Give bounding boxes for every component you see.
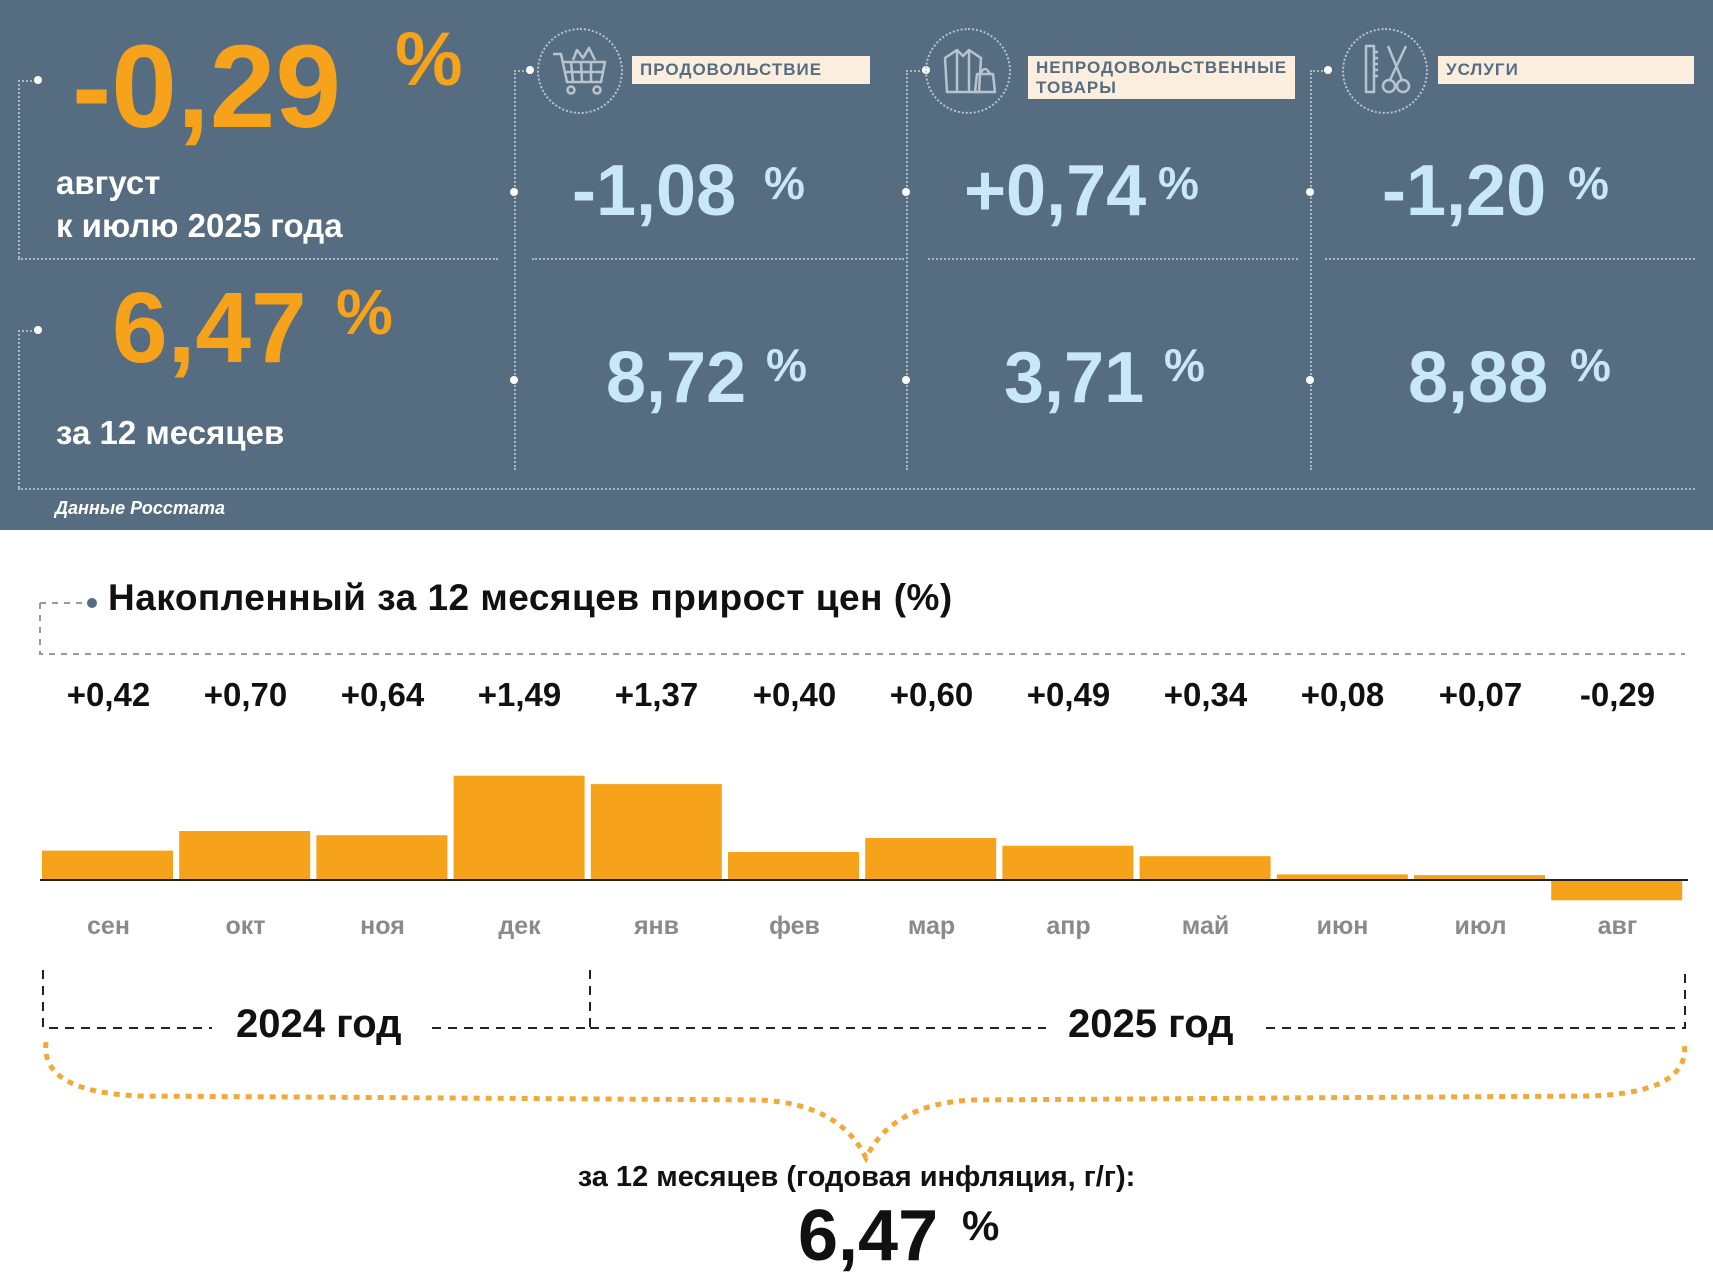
- value-label-окт: +0,70: [203, 676, 288, 713]
- connector-dot: [902, 376, 910, 384]
- scissors-comb-icon: [1342, 28, 1428, 114]
- annual-inflation-total-unit: %: [962, 1202, 1000, 1249]
- monthly-caption-line2: к июлю 2025 года: [56, 207, 343, 244]
- month-label-ноя: ноя: [360, 912, 405, 940]
- annual-inflation-value: 6,47: [112, 272, 307, 384]
- services-annual-value: 8,88: [1408, 338, 1549, 418]
- connector-dot: [526, 66, 534, 74]
- divider: [18, 80, 20, 258]
- category-label-food: ПРОДОВОЛЬСТВИЕ: [632, 56, 870, 84]
- month-label-окт: окт: [225, 912, 266, 940]
- bar-окт: [179, 831, 311, 880]
- services-monthly-unit: %: [1568, 157, 1609, 209]
- food-annual-value: 8,72: [606, 338, 747, 418]
- connector-dot: [1306, 188, 1314, 196]
- month-label-июн: июн: [1316, 912, 1369, 940]
- value-label-июл: +0,07: [1438, 676, 1523, 713]
- bar-май: [1139, 856, 1271, 880]
- services-annual-unit: %: [1570, 339, 1611, 391]
- month-label-янв: янв: [633, 912, 680, 940]
- divider: [514, 70, 516, 470]
- monthly-caption-line1: август: [56, 164, 161, 201]
- divider: [928, 258, 1298, 260]
- divider: [1310, 70, 1326, 72]
- annual-caption: за 12 месяцев: [56, 414, 285, 451]
- value-label-ноя: +0,64: [340, 676, 425, 713]
- value-label-мар: +0,60: [889, 676, 974, 713]
- shopping-cart-icon: [537, 28, 623, 114]
- month-label-мар: мар: [907, 912, 956, 940]
- bar-мар: [865, 838, 997, 880]
- chart-title: Накопленный за 12 месяцев прирост цен (%…: [108, 577, 953, 618]
- category-label-nonfood: НЕПРОДОВОЛЬСТВЕННЫЕ ТОВАРЫ: [1028, 56, 1296, 100]
- month-label-фев: фев: [769, 912, 820, 940]
- value-label-фев: +0,40: [752, 676, 837, 713]
- value-label-сен: +0,42: [66, 676, 151, 713]
- divider: [18, 330, 36, 332]
- month-label-дек: дек: [498, 912, 541, 940]
- month-label-авг: авг: [1597, 912, 1638, 940]
- bar-авг: [1551, 880, 1683, 901]
- divider: [1325, 258, 1695, 260]
- bar-дек: [453, 775, 585, 880]
- category-label-services: УСЛУГИ: [1438, 56, 1694, 84]
- bar-янв: [590, 784, 722, 880]
- monthly-inflation-unit: %: [395, 17, 463, 102]
- connector-dot: [34, 326, 42, 334]
- connector-dot: [510, 188, 518, 196]
- month-label-сен: сен: [87, 912, 130, 940]
- nonfood-annual-unit: %: [1164, 339, 1205, 391]
- divider: [18, 488, 1695, 490]
- connector-dot: [902, 188, 910, 196]
- connector-dot: [510, 376, 518, 384]
- food-annual-unit: %: [766, 339, 807, 391]
- year-label-2024: 2024 год: [216, 1002, 422, 1047]
- monthly-inflation-value: -0,29: [72, 21, 341, 153]
- value-label-июн: +0,08: [1300, 676, 1385, 713]
- annual-inflation-unit: %: [336, 276, 393, 348]
- food-monthly-unit: %: [764, 157, 805, 209]
- chart-decorations: [39, 598, 1688, 1164]
- divider: [906, 70, 908, 470]
- bar-фев: [728, 852, 859, 880]
- clothing-bag-icon: [925, 28, 1011, 114]
- divider: [18, 80, 36, 82]
- bar-сен: [42, 850, 173, 880]
- value-label-авг: -0,29: [1579, 676, 1656, 713]
- bar-ноя: [316, 835, 448, 880]
- services-monthly-value: -1,20: [1382, 151, 1547, 231]
- month-label-май: май: [1181, 912, 1230, 940]
- connector-dot: [1306, 376, 1314, 384]
- bar-июн: [1276, 874, 1408, 880]
- nonfood-annual-value: 3,71: [1004, 338, 1145, 418]
- divider: [18, 330, 20, 488]
- year-label-2025: 2025 год: [1048, 1002, 1254, 1047]
- nonfood-monthly-value: +0,74: [964, 151, 1147, 231]
- month-label-апр: апр: [1046, 912, 1091, 940]
- connector-dot: [1324, 66, 1332, 74]
- value-label-дек: +1,49: [477, 676, 562, 713]
- value-label-янв: +1,37: [614, 676, 699, 713]
- data-source: Данные Росстата: [55, 498, 225, 518]
- divider: [532, 258, 904, 260]
- value-label-май: +0,34: [1163, 676, 1248, 713]
- month-label-июл: июл: [1454, 912, 1507, 940]
- connector-dot: [34, 76, 42, 84]
- divider: [18, 258, 498, 260]
- value-label-апр: +0,49: [1026, 676, 1111, 713]
- bar-июл: [1414, 875, 1545, 880]
- summary-panel: -0,29 % август к июлю 2025 года 6,47 % з…: [0, 0, 1713, 530]
- divider: [906, 70, 924, 72]
- annual-inflation-total: 6,47: [798, 1196, 939, 1276]
- category-label-nonfood-line1: НЕПРОДОВОЛЬСТВЕННЫЕ: [1036, 58, 1288, 77]
- divider: [514, 70, 528, 72]
- category-label-nonfood-line2: ТОВАРЫ: [1036, 77, 1117, 97]
- bar-chart: [40, 775, 1688, 901]
- nonfood-monthly-unit: %: [1158, 157, 1199, 209]
- bar-апр: [1002, 845, 1134, 880]
- divider: [1310, 70, 1312, 470]
- annual-inflation-caption: за 12 месяцев (годовая инфляция, г/г):: [577, 1161, 1136, 1193]
- food-monthly-value: -1,08: [572, 151, 737, 231]
